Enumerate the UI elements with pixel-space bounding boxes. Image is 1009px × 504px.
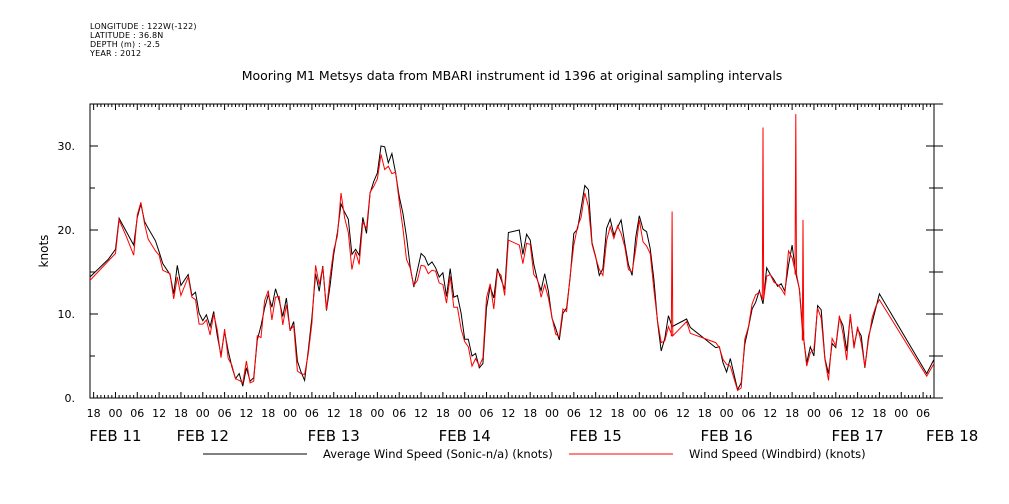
x-tick-labels: 18 00 06 12 18 00 06 12 18 00 06 12 18 00 06 12 18 00 06 12… <box>87 407 930 420</box>
date-label: FEB 12 <box>177 427 229 445</box>
series-line-average-wind-speed <box>89 145 935 392</box>
date-label: FEB 15 <box>570 427 622 445</box>
x-tick-label: 12 <box>152 407 166 420</box>
date-label: FEB 17 <box>831 427 883 445</box>
y-tick-label: 20. <box>58 224 76 237</box>
x-tick-label: 06 <box>392 407 406 420</box>
x-tick-label: 12 <box>501 407 515 420</box>
legend-label-windbird: Wind Speed (Windbird) (knots) <box>689 447 866 461</box>
date-labels: FEB 11 FEB 12 FEB 13 FEB 14 FEB 15 FEB 16 FEB … <box>89 427 978 445</box>
meta-latitude: LATITUDE : 36.8N <box>90 31 164 40</box>
x-tick-label: 00 <box>894 407 908 420</box>
legend: Average Wind Speed (Sonic-n/a) (knots) W… <box>203 447 866 461</box>
x-tick-label: 18 <box>611 407 625 420</box>
x-tick-label: 18 <box>87 407 101 420</box>
x-tick-label: 00 <box>545 407 559 420</box>
x-tick-label: 06 <box>218 407 232 420</box>
x-tick-label: 12 <box>327 407 341 420</box>
x-tick-label: 18 <box>785 407 799 420</box>
y-tick-label: 0. <box>65 392 76 405</box>
date-label: FEB 13 <box>308 427 360 445</box>
x-tick-label: 00 <box>283 407 297 420</box>
meta-year: YEAR : 2012 <box>90 49 142 58</box>
y-axis-label: knots <box>37 235 51 268</box>
x-tick-label: 12 <box>851 407 865 420</box>
x-tick-label: 00 <box>196 407 210 420</box>
x-tick-label: 00 <box>632 407 646 420</box>
x-tick-label: 00 <box>108 407 122 420</box>
y-tick-label: 30. <box>58 140 76 153</box>
x-tick-label: 12 <box>763 407 777 420</box>
x-tick-label: 18 <box>174 407 188 420</box>
x-tick-label: 06 <box>130 407 144 420</box>
plot-frame <box>89 103 935 399</box>
x-tick-label: 06 <box>567 407 581 420</box>
date-label: FEB 14 <box>439 427 491 445</box>
series-line-windbird-wind-speed <box>89 114 935 392</box>
x-tick-label: 00 <box>807 407 821 420</box>
x-tick-label: 00 <box>370 407 384 420</box>
x-tick-label: 18 <box>436 407 450 420</box>
x-tick-label: 06 <box>480 407 494 420</box>
x-tick-label: 06 <box>829 407 843 420</box>
x-tick-label: 12 <box>414 407 428 420</box>
date-label: FEB 11 <box>89 427 141 445</box>
x-tick-label: 18 <box>349 407 363 420</box>
x-tick-label: 18 <box>261 407 275 420</box>
meta-longitude: LONGITUDE : 122W(-122) <box>90 22 197 31</box>
y-tick-labels: 0. 10. 20. 30. <box>58 140 76 405</box>
x-tick-label: 18 <box>872 407 886 420</box>
x-tick-label: 06 <box>741 407 755 420</box>
y-tick-label: 10. <box>58 308 76 321</box>
x-tick-label: 12 <box>239 407 253 420</box>
x-tick-label: 00 <box>458 407 472 420</box>
axis-ticks <box>90 103 943 399</box>
legend-label-average: Average Wind Speed (Sonic-n/a) (knots) <box>323 447 553 461</box>
x-tick-label: 12 <box>676 407 690 420</box>
x-tick-label: 18 <box>698 407 712 420</box>
meta-depth: DEPTH (m) : -2.5 <box>90 40 161 49</box>
x-tick-label: 06 <box>916 407 930 420</box>
date-label: FEB 16 <box>701 427 753 445</box>
x-tick-label: 18 <box>523 407 537 420</box>
date-label: FEB 18 <box>926 427 978 445</box>
chart-title: Mooring M1 Metsys data from MBARI instru… <box>242 68 783 83</box>
x-tick-label: 12 <box>589 407 603 420</box>
x-tick-label: 06 <box>654 407 668 420</box>
x-tick-label: 06 <box>305 407 319 420</box>
x-tick-label: 00 <box>720 407 734 420</box>
series-group <box>89 114 935 392</box>
